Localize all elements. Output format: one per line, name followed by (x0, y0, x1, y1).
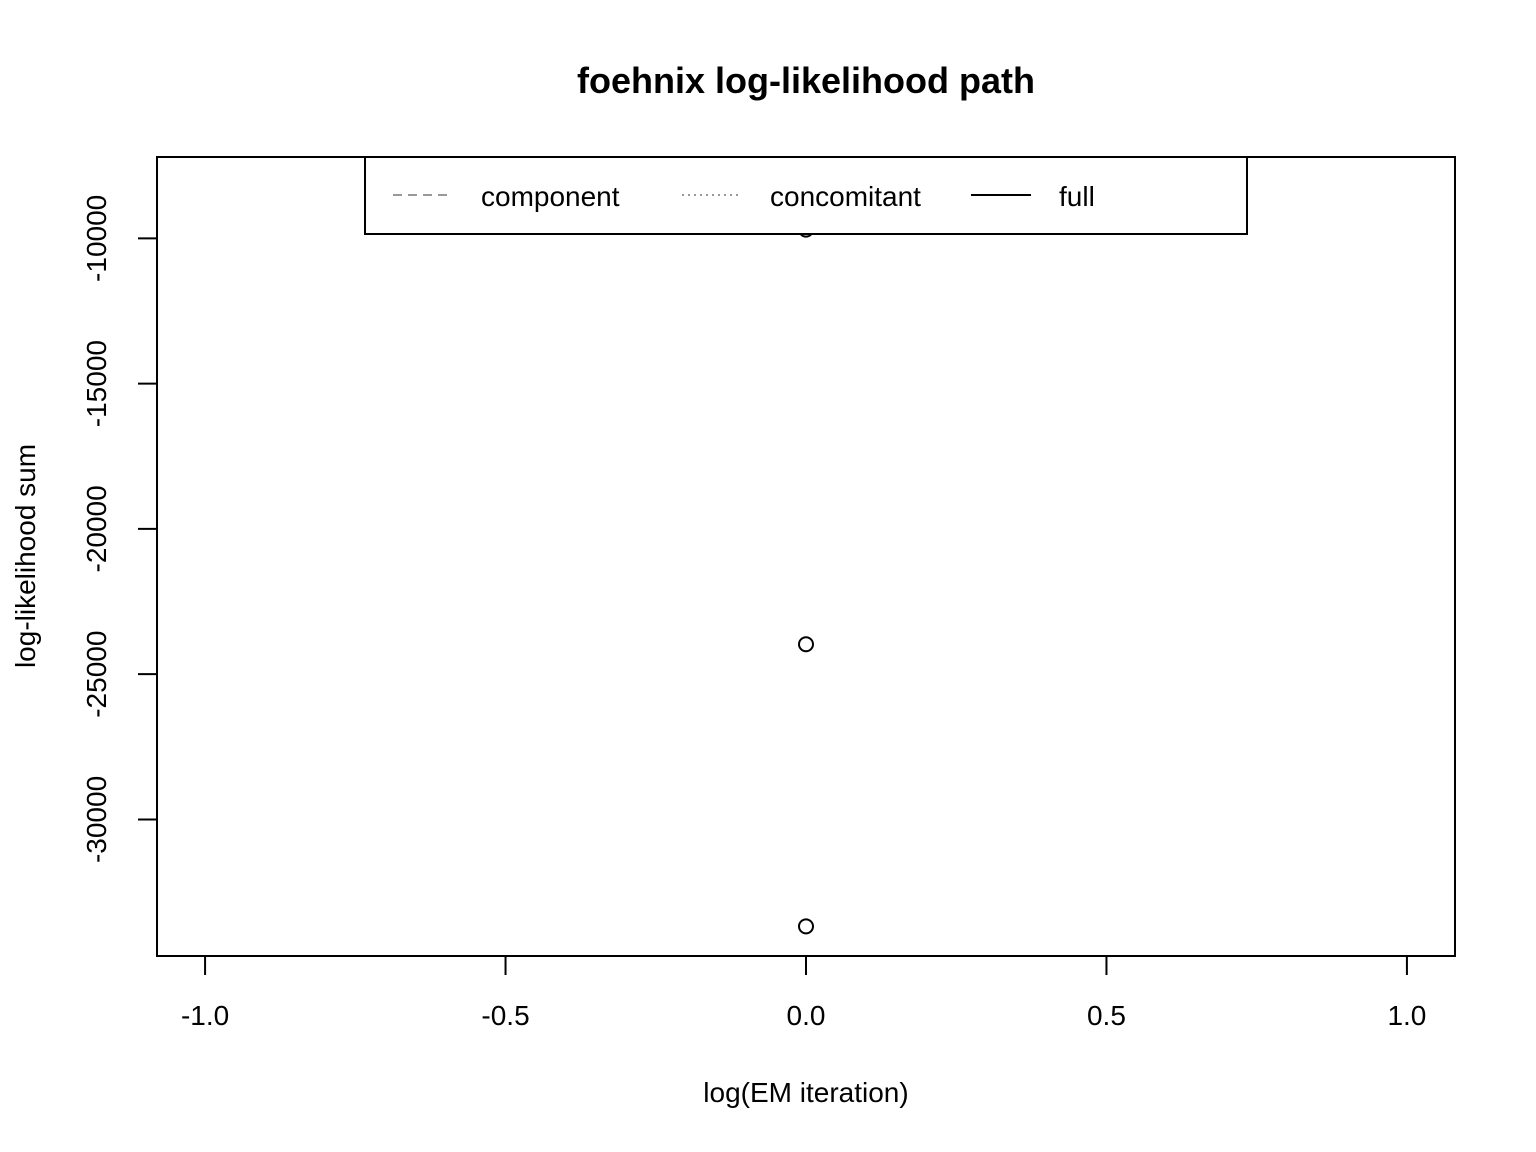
x-tick-label: 0.5 (1087, 1000, 1126, 1031)
x-tick-label: -0.5 (481, 1000, 529, 1031)
chart-title: foehnix log-likelihood path (577, 60, 1035, 101)
y-axis: -30000 -25000 -20000 -15000 -10000 (81, 195, 158, 863)
y-tick-label: -10000 (81, 195, 112, 282)
y-tick-label: -30000 (81, 776, 112, 863)
x-tick-label: 1.0 (1387, 1000, 1426, 1031)
y-tick-label: -20000 (81, 485, 112, 572)
legend: component concomitant full (364, 156, 1248, 235)
x-tick-label: 0.0 (787, 1000, 826, 1031)
legend-label-full: full (1059, 181, 1095, 212)
legend-label-concomitant: concomitant (770, 181, 921, 212)
x-axis-label: log(EM iteration) (703, 1077, 908, 1108)
plot-area-frame (156, 156, 1456, 957)
x-axis: -1.0 -0.5 0.0 0.5 1.0 (181, 955, 1426, 1031)
y-tick-label: -15000 (81, 340, 112, 427)
data-points (798, 221, 814, 935)
y-axis-label: log-likelihood sum (10, 444, 41, 668)
legend-box (364, 156, 1248, 235)
y-tick-label: -25000 (81, 631, 112, 718)
data-point (798, 918, 814, 935)
x-tick-label: -1.0 (181, 1000, 229, 1031)
data-point (798, 636, 814, 653)
legend-label-component: component (481, 181, 620, 212)
